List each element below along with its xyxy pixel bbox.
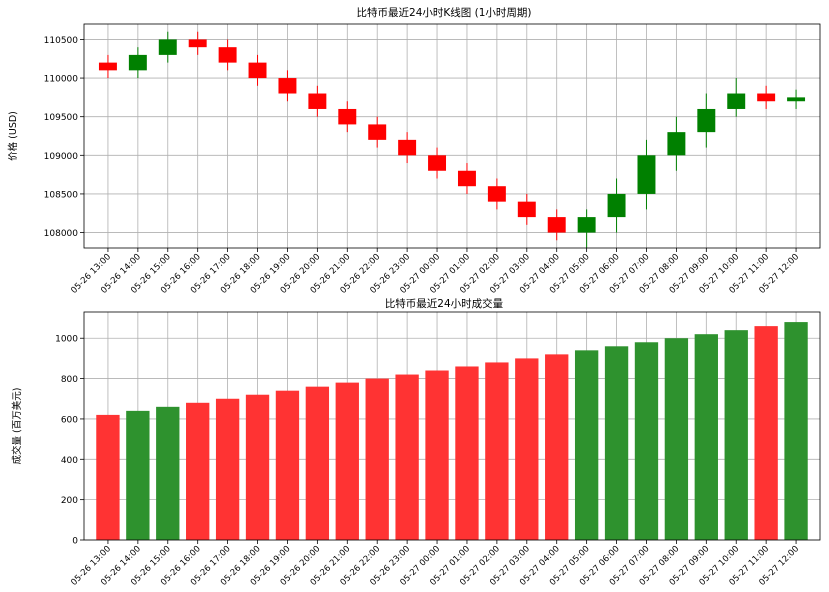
candle-body	[787, 97, 806, 102]
candle-body	[308, 93, 327, 109]
kline-chart: 比特币最近24小时K线图 (1小时周期) 价格 (USD) 108000 1085…	[7, 6, 821, 296]
volume-bar	[335, 382, 359, 540]
candle-body	[398, 139, 417, 156]
y-tick-label: 400	[61, 456, 78, 466]
volume-chart: 比特币最近24小时成交量 成交量 (百万美元) 0 200 400 600 800 100…	[11, 297, 821, 588]
volume-y-ticks: 0 200 400 600 800 1000	[55, 335, 84, 547]
candle-body	[637, 155, 656, 194]
candle-body	[457, 170, 476, 187]
candle-body	[697, 108, 716, 133]
kline-chart-title: 比特币最近24小时K线图 (1小时周期)	[357, 6, 532, 19]
y-tick-label: 800	[61, 375, 78, 385]
y-tick-label: 109000	[44, 152, 79, 162]
y-tick-label: 1000	[55, 335, 78, 345]
volume-bar	[365, 378, 389, 540]
volume-bar	[156, 406, 180, 540]
candle-body	[158, 39, 177, 55]
volume-bar	[784, 322, 808, 540]
volume-bar	[126, 410, 150, 540]
candle-body	[368, 124, 387, 140]
volume-bar	[545, 354, 569, 540]
volume-bar	[754, 326, 778, 540]
volume-bar	[515, 358, 539, 540]
candle-body	[98, 62, 117, 71]
candle-body	[517, 201, 536, 218]
y-tick-label: 110000	[44, 75, 79, 85]
y-tick-label: 109500	[44, 113, 79, 123]
volume-bar	[634, 342, 659, 540]
volume-bar	[694, 334, 718, 540]
kline-candles	[98, 31, 806, 248]
volume-bar	[275, 390, 300, 540]
kline-y-axis-label: 价格 (USD)	[7, 111, 19, 161]
candle-body	[278, 78, 297, 94]
volume-bar	[485, 362, 509, 540]
kline-plot-frame	[83, 23, 821, 249]
volume-chart-title: 比特币最近24小时成交量	[385, 297, 504, 310]
volume-bars	[96, 322, 808, 540]
candle-body	[248, 62, 267, 79]
candle-body	[188, 39, 207, 48]
volume-bar	[186, 402, 210, 540]
y-tick-label: 108000	[44, 229, 79, 239]
candle-body	[218, 47, 237, 63]
volume-y-axis-label: 成交量 (百万美元)	[11, 388, 23, 465]
volume-bar	[664, 338, 689, 540]
candle-body	[338, 108, 357, 125]
y-tick-label: 110500	[44, 36, 79, 46]
y-tick-label: 0	[72, 537, 78, 547]
kline-y-ticks: 108000 108500 109000 109500 110000 110500	[44, 36, 84, 239]
candle-body	[727, 93, 746, 109]
volume-bar	[305, 386, 330, 540]
volume-plot-frame	[83, 311, 821, 541]
candle-body	[667, 132, 686, 156]
volume-bar	[425, 370, 449, 540]
kline-grid	[84, 24, 820, 248]
volume-bar	[455, 366, 479, 540]
candle-body	[577, 217, 596, 233]
candle-body	[757, 93, 776, 102]
volume-bar	[215, 398, 240, 540]
y-tick-label: 108500	[44, 190, 79, 200]
candle-body	[128, 54, 147, 71]
volume-bar	[574, 350, 599, 540]
y-tick-label: 200	[61, 496, 78, 506]
volume-bar	[395, 374, 419, 540]
volume-bar	[245, 394, 270, 540]
candle-body	[547, 217, 566, 233]
candle-body	[428, 155, 447, 171]
candle-body	[607, 193, 626, 218]
volume-bar	[604, 346, 629, 540]
volume-bar	[724, 330, 748, 540]
volume-bar	[96, 414, 120, 540]
candle-body	[487, 186, 506, 202]
y-tick-label: 600	[61, 415, 78, 425]
